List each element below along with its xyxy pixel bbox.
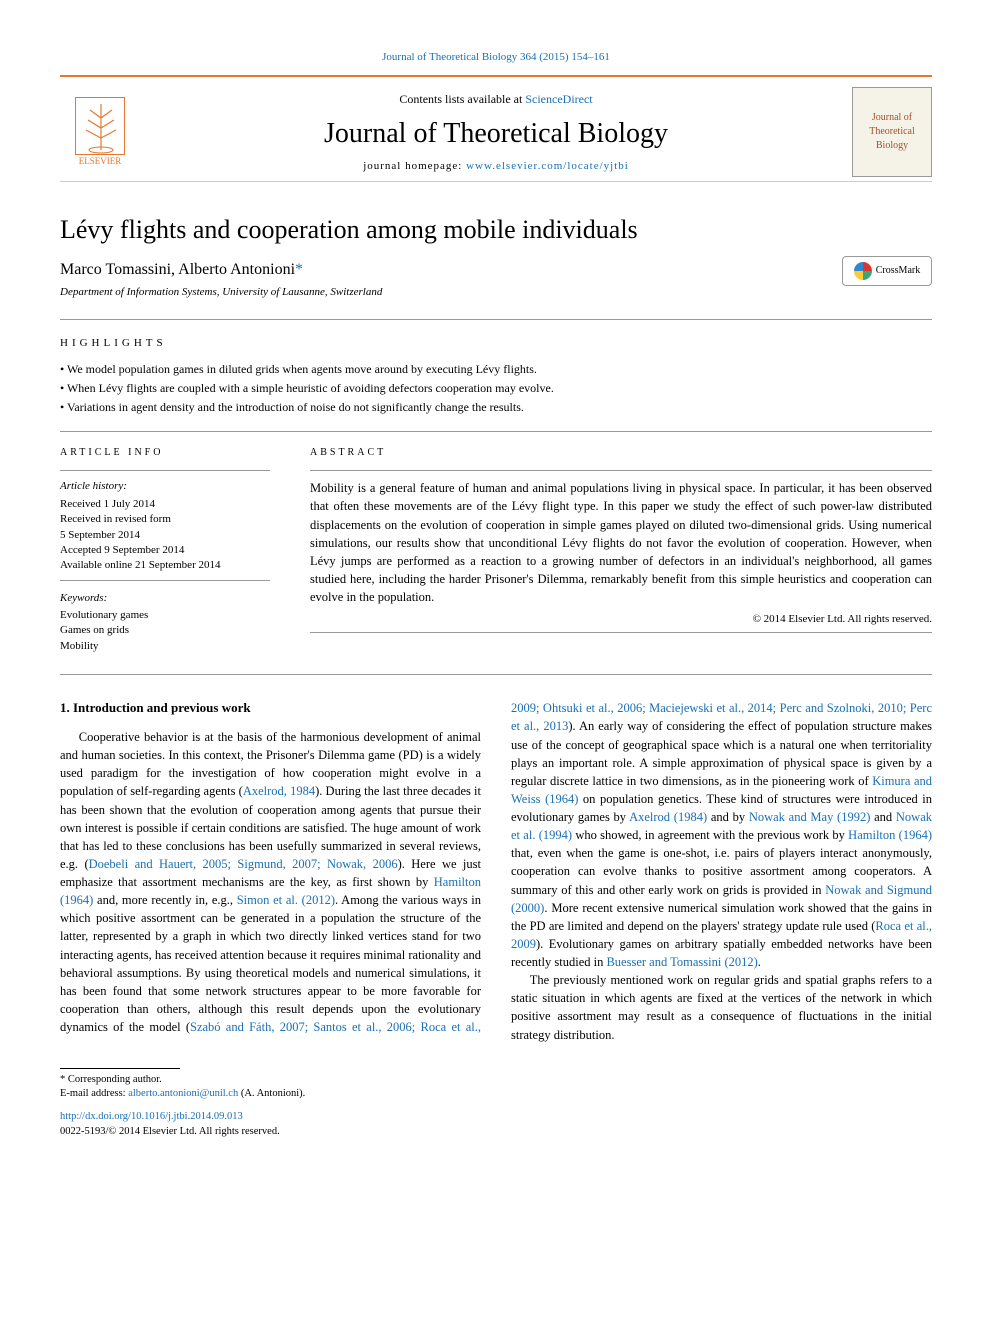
citation-link[interactable]: Journal of Theoretical Biology 364 (2015… <box>382 51 610 63</box>
divider <box>60 431 932 432</box>
journal-header: ELSEVIER Contents lists available at Sci… <box>60 77 932 182</box>
jtb-label-1: Journal of <box>872 111 912 125</box>
contents-prefix: Contents lists available at <box>399 92 525 106</box>
crossmark-label: CrossMark <box>876 264 920 278</box>
keyword: Evolutionary games <box>60 608 270 623</box>
email-after: (A. Antonioni). <box>238 1088 305 1099</box>
body-text: 1. Introduction and previous work Cooper… <box>60 699 932 1043</box>
history-line: Accepted 9 September 2014 <box>60 543 270 558</box>
footnote-rule <box>60 1068 180 1069</box>
jtb-cover-icon: Journal of Theoretical Biology <box>852 87 932 177</box>
homepage-link[interactable]: www.elsevier.com/locate/yjtbi <box>466 160 629 172</box>
email-line: E-mail address: alberto.antonioni@unil.c… <box>60 1087 932 1102</box>
divider <box>310 470 932 471</box>
footnotes: * Corresponding author. E-mail address: … <box>60 1068 932 1102</box>
doi-link[interactable]: http://dx.doi.org/10.1016/j.jtbi.2014.09… <box>60 1111 243 1122</box>
ref-link[interactable]: Hamilton (1964) <box>848 828 932 842</box>
email-link[interactable]: alberto.antonioni@unil.ch <box>128 1088 238 1099</box>
doi-block: http://dx.doi.org/10.1016/j.jtbi.2014.09… <box>60 1110 932 1139</box>
issn-line: 0022-5193/© 2014 Elsevier Ltd. All right… <box>60 1125 932 1140</box>
section-title: 1. Introduction and previous work <box>60 699 481 718</box>
article-info: ARTICLE INFO Article history: Received 1… <box>60 446 270 654</box>
homepage-line: journal homepage: www.elsevier.com/locat… <box>140 159 852 174</box>
elsevier-label: ELSEVIER <box>79 155 122 168</box>
affiliation: Department of Information Systems, Unive… <box>60 285 932 300</box>
authors: Marco Tomassini, Alberto Antonioni* <box>60 259 932 281</box>
history-line: Received 1 July 2014 <box>60 497 270 512</box>
article-title: Lévy flights and cooperation among mobil… <box>60 212 932 248</box>
article-info-heading: ARTICLE INFO <box>60 446 270 460</box>
abstract-heading: ABSTRACT <box>310 446 932 460</box>
divider <box>60 580 270 581</box>
history-heading: Article history: <box>60 479 270 494</box>
email-label: E-mail address: <box>60 1088 128 1099</box>
abstract-copyright: © 2014 Elsevier Ltd. All rights reserved… <box>310 612 932 627</box>
keyword: Mobility <box>60 639 270 654</box>
highlights-heading: HIGHLIGHTS <box>60 336 932 351</box>
jtb-label-2: Theoretical <box>869 125 915 139</box>
history-line: Received in revised form <box>60 512 270 527</box>
highlight-item: • When Lévy flights are coupled with a s… <box>60 380 932 397</box>
section-divider <box>60 674 932 675</box>
abstract-text: Mobility is a general feature of human a… <box>310 479 932 606</box>
divider <box>310 632 932 633</box>
divider <box>60 319 932 320</box>
sciencedirect-link[interactable]: ScienceDirect <box>525 92 592 106</box>
jtb-label-3: Biology <box>876 139 908 153</box>
highlight-item: • We model population games in diluted g… <box>60 361 932 378</box>
ref-link[interactable]: Axelrod (1984) <box>629 810 707 824</box>
journal-title: Journal of Theoretical Biology <box>140 114 852 153</box>
corresponding-note: * Corresponding author. <box>60 1073 932 1088</box>
contents-line: Contents lists available at ScienceDirec… <box>140 91 852 108</box>
author-names: Marco Tomassini, Alberto Antonioni <box>60 261 295 278</box>
paragraph: The previously mentioned work on regular… <box>511 971 932 1044</box>
history-line: 5 September 2014 <box>60 528 270 543</box>
ref-link[interactable]: Doebeli and Hauert, 2005; Sigmund, 2007;… <box>89 857 398 871</box>
ref-link[interactable]: Nowak and May (1992) <box>749 810 871 824</box>
keywords-heading: Keywords: <box>60 591 270 606</box>
divider <box>60 470 270 471</box>
ref-link[interactable]: Buesser and Tomassini (2012) <box>606 955 757 969</box>
citation-bar: Journal of Theoretical Biology 364 (2015… <box>60 50 932 65</box>
homepage-prefix: journal homepage: <box>363 160 466 172</box>
ref-link[interactable]: Axelrod, 1984 <box>243 784 315 798</box>
crossmark-badge[interactable]: CrossMark <box>842 256 932 286</box>
highlight-item: • Variations in agent density and the in… <box>60 399 932 416</box>
history-line: Available online 21 September 2014 <box>60 558 270 573</box>
elsevier-logo: ELSEVIER <box>60 87 140 177</box>
crossmark-icon <box>854 262 872 280</box>
highlights-list: • We model population games in diluted g… <box>60 361 932 415</box>
ref-link[interactable]: Simon et al. (2012) <box>237 893 335 907</box>
elsevier-tree-icon <box>75 97 125 155</box>
abstract: ABSTRACT Mobility is a general feature o… <box>310 446 932 654</box>
keyword: Games on grids <box>60 623 270 638</box>
corresponding-star: * <box>295 261 303 278</box>
